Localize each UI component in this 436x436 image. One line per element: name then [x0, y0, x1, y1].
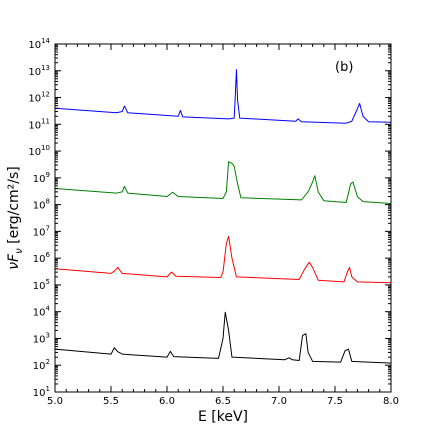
y-tick-label: 101 [33, 385, 50, 399]
y-tick-label: 109 [33, 171, 50, 185]
x-axis: 5.0 5.5 6.0 6.5 7.0 7.5 8.0 [47, 44, 399, 407]
y-axis-label-main: νF [6, 253, 22, 270]
x-axis-label: E [keV] [198, 409, 248, 425]
y-axis-label: νFν [erg/cm²/s] [6, 166, 25, 270]
y-tick-label: 108 [33, 198, 50, 212]
x-tick-label: 6.5 [215, 396, 231, 407]
y-tick-label: 1013 [28, 64, 50, 78]
y-axis-label-sub: ν [14, 248, 25, 254]
y-axis: 101 102 103 104 105 106 107 108 109 1010 1011 1012 1… [28, 37, 391, 399]
y-tick-label: 104 [33, 305, 51, 319]
y-tick-label: 102 [33, 358, 50, 372]
x-tick-label: 7.0 [271, 396, 287, 407]
y-tick-label: 105 [33, 278, 50, 292]
panel-label: (b) [335, 60, 353, 75]
x-tick-label: 7.5 [327, 396, 343, 407]
x-tick-label: 6.0 [159, 396, 175, 407]
series-line-1 [54, 161, 392, 205]
x-tick-label: 5.0 [47, 396, 63, 407]
series-group [54, 69, 392, 364]
y-tick-label: 1014 [28, 37, 50, 51]
x-tick-label: 5.5 [103, 396, 119, 407]
series-line-2 [54, 235, 392, 284]
series-line-3 [54, 311, 392, 364]
y-axis-label-unit: [erg/cm²/s] [6, 166, 22, 248]
series-line-0 [54, 69, 392, 124]
y-tick-label: 1010 [28, 144, 50, 158]
x-tick-label: 8.0 [383, 396, 399, 407]
y-tick-label: 1012 [28, 91, 50, 105]
y-tick-label: 106 [33, 251, 51, 265]
y-tick-label: 103 [33, 331, 50, 345]
y-tick-label: 1011 [28, 117, 50, 131]
y-tick-label: 107 [33, 224, 50, 238]
